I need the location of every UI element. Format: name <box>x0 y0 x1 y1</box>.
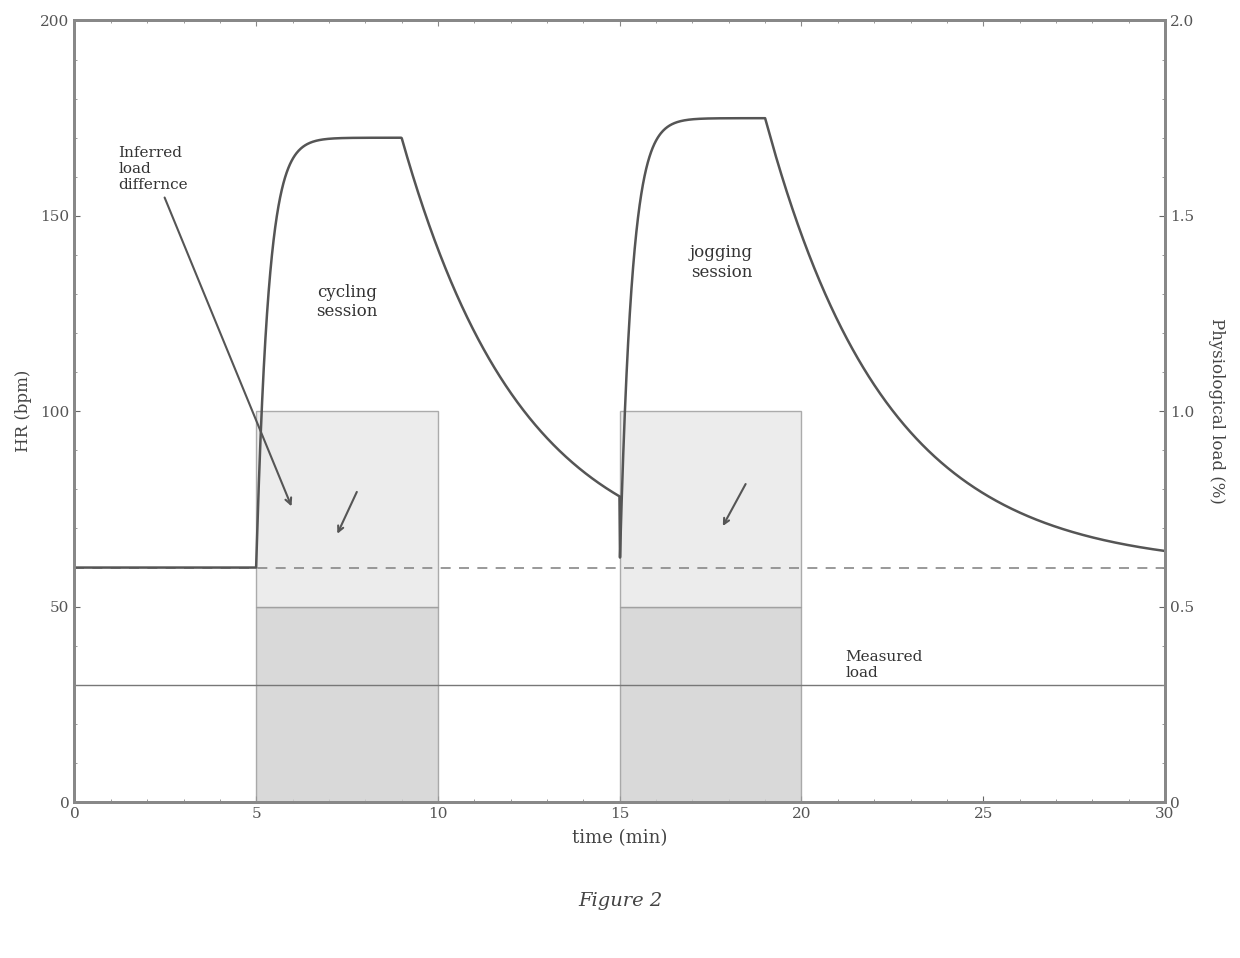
Text: cycling
session: cycling session <box>316 284 378 320</box>
Bar <box>257 606 438 802</box>
Text: Inferred
load
differnce: Inferred load differnce <box>118 146 291 504</box>
Bar <box>620 606 801 802</box>
Bar <box>257 411 438 606</box>
Text: Figure 2: Figure 2 <box>578 892 662 909</box>
Text: Measured
load: Measured load <box>846 650 923 680</box>
Text: jogging
session: jogging session <box>689 244 753 281</box>
Y-axis label: Physiological load (%): Physiological load (%) <box>1208 318 1225 504</box>
X-axis label: time (min): time (min) <box>572 830 667 847</box>
Y-axis label: HR (bpm): HR (bpm) <box>15 370 32 452</box>
Bar <box>620 411 801 606</box>
